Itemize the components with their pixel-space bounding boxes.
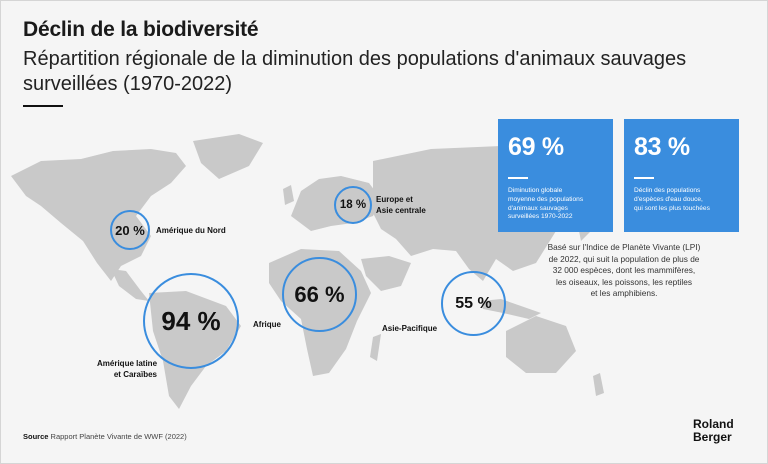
stat-box-freshwater-decline: 83 % Déclin des populations d'espèces d'… (624, 119, 739, 232)
label-europe-line2: Asie centrale (376, 206, 426, 215)
note-line3: 32 000 espèces, dont les mammifères, (552, 265, 696, 276)
label-africa: Afrique (253, 320, 281, 329)
note-line5: et les amphibiens. (590, 288, 658, 299)
label-asia-pacific: Asie-Pacifique (382, 324, 438, 333)
note-line1: Basé sur l'Indice de Planète Vivante (LP… (547, 242, 701, 252)
africa-value: 66 % (294, 281, 345, 307)
page-title: Déclin de la biodiversité (23, 18, 259, 41)
ring-latin-america: 94 % (143, 273, 239, 369)
source-citation: Source Rapport Planète Vivante de WWF (2… (23, 432, 187, 441)
stat-box-global-decline: 69 % Diminution globale moyenne des popu… (498, 119, 613, 232)
land-new-zealand (593, 373, 604, 396)
land-central-america (111, 269, 149, 301)
source-text: Rapport Planète Vivante de WWF (2022) (50, 432, 187, 441)
stat-global-line3: d'animaux sauvages (508, 204, 568, 212)
land-greenland (193, 134, 263, 179)
ring-asia-pacific: 55 % (441, 271, 506, 336)
ring-europe-central-asia: 18 % (334, 186, 372, 224)
land-north-america (11, 149, 186, 281)
stat-global-value: 69 % (508, 133, 564, 161)
logo-line2: Berger (693, 430, 732, 444)
stat-global-divider (508, 177, 528, 179)
ring-north-america: 20 % (110, 210, 150, 250)
north-america-value: 20 % (115, 222, 145, 238)
stat-freshwater-line1: Déclin des populations (634, 187, 701, 194)
note-line2: de 2022, qui suit la population de plus … (548, 253, 700, 264)
asia-pacific-value: 55 % (455, 294, 492, 312)
methodology-note: Basé sur l'Indice de Planète Vivante (LP… (529, 242, 719, 300)
ring-africa: 66 % (282, 257, 357, 332)
label-latin-america-line1: Amérique latine (97, 359, 158, 368)
title-divider (23, 105, 63, 107)
land-madagascar (370, 334, 381, 361)
stat-freshwater-line3: qui sont les plus touchées (634, 204, 710, 212)
note-line4: les oiseaux, les poissons, les reptiles (555, 276, 693, 287)
logo-line1: Roland (693, 417, 734, 431)
stat-global-description: Diminution globale moyenne des populatio… (508, 187, 603, 222)
stat-global-line2: moyenne des populations (508, 195, 584, 203)
land-australia (506, 316, 576, 373)
source-label: Source (23, 432, 49, 441)
stat-freshwater-value: 83 % (634, 133, 690, 161)
europe-value: 18 % (339, 199, 367, 211)
label-europe-central-asia: Europe et Asie centrale (376, 194, 426, 216)
stat-freshwater-line2: d'espèces d'eau douce, (634, 195, 703, 203)
land-uk (283, 185, 294, 205)
roland-berger-logo: Roland Berger (693, 418, 734, 444)
land-arabia (361, 256, 411, 291)
label-north-america: Amérique du Nord (156, 226, 226, 235)
latin-america-value: 94 % (161, 305, 221, 336)
page-subtitle: Répartition régionale de la diminution d… (23, 48, 687, 95)
label-latin-america: Amérique latine et Caraïbes (97, 358, 157, 380)
stat-global-line4: surveillées 1970-2022 (508, 213, 573, 221)
stat-freshwater-description: Déclin des populations d'espèces d'eau d… (634, 187, 729, 213)
stat-global-line1: Diminution globale (508, 187, 563, 194)
stat-freshwater-divider (634, 177, 654, 179)
label-europe-line1: Europe et (376, 195, 413, 204)
label-latin-america-line2: et Caraïbes (113, 370, 157, 379)
